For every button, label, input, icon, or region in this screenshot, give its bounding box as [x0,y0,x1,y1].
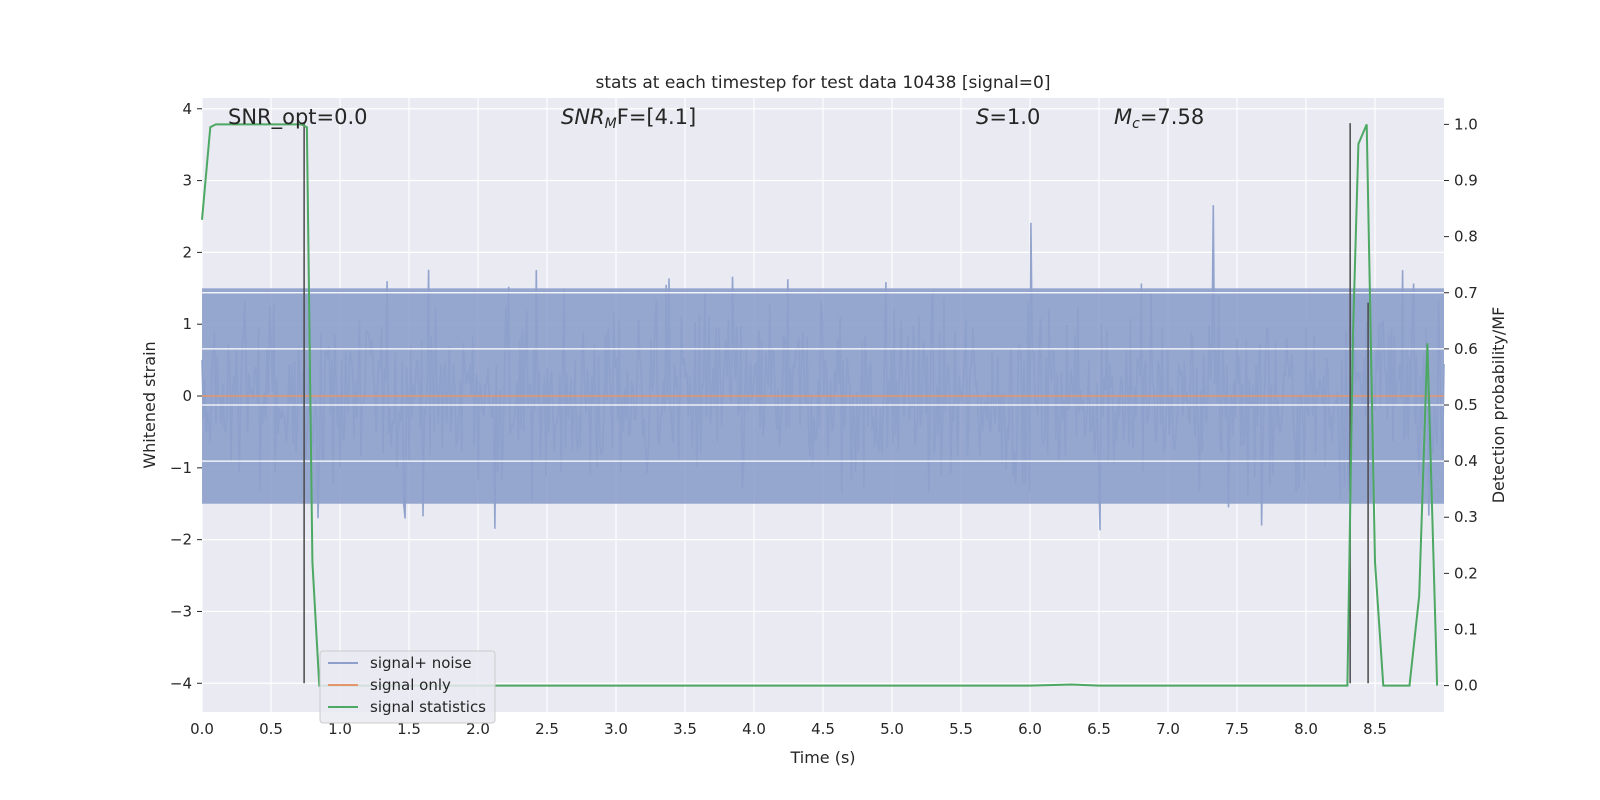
x-tick-label: 5.0 [880,720,904,738]
y-right-tick-label: 0.0 [1454,677,1478,695]
y-right-tick-label: 0.1 [1454,620,1478,638]
annotation-snr-mf-suffix: F=[4.1] [617,105,696,129]
y-right-tick-label: 0.4 [1454,452,1478,470]
x-tick-label: 6.5 [1087,720,1111,738]
x-axis-ticks: 0.0 0.5 1.0 1.5 2.0 2.5 3.0 3.5 4.0 4.5 5.0 5.5 6.0 6… [190,720,1387,738]
x-tick-label: 2.5 [535,720,559,738]
legend-label-signal-only: signal only [370,676,451,694]
y-right-tick-label: 0.5 [1454,396,1478,414]
y-axis-left-label: Whitened strain [140,341,159,468]
y-right-tick-label: 1.0 [1454,115,1478,133]
chart-title: stats at each timestep for test data 104… [596,73,1051,93]
legend-box [319,650,496,724]
x-tick-label: 4.5 [811,720,835,738]
x-tick-label: 8.0 [1294,720,1318,738]
x-tick-label: 3.0 [604,720,628,738]
y-left-tick-label: −4 [170,674,192,692]
y-axis-left-ticks: 4 3 2 1 0 −1 −2 −3 −4 [170,100,202,692]
y-right-tick-label: 0.9 [1454,172,1478,190]
x-tick-label: 1.0 [328,720,352,738]
legend: signal+ noise signal only signal statist… [319,650,496,724]
annotation-snr-mf: SNRMF=[4.1] [561,105,696,132]
y-left-tick-label: 4 [182,100,192,118]
annotation-s: S=1.0 [976,105,1040,129]
annotation-snr-opt: SNR_opt=0.0 [228,105,368,130]
legend-label-signal-statistics: signal statistics [370,698,486,716]
annotation-mc-suffix: =7.58 [1140,105,1204,129]
y-right-tick-label: 0.8 [1454,228,1478,246]
x-tick-label: 4.0 [742,720,766,738]
x-tick-label: 0.5 [259,720,283,738]
y-left-tick-label: 3 [182,172,192,190]
y-left-tick-label: −2 [170,531,192,549]
y-left-tick-label: 0 [182,387,192,405]
x-tick-label: 0.0 [190,720,214,738]
annotation-s-prefix: S [976,105,989,129]
annotation-snr-mf-prefix: SNR [561,105,605,129]
y-left-tick-label: −3 [170,602,192,620]
annotation-s-suffix: =1.0 [989,105,1040,129]
series-signal-statistics [201,123,1439,687]
y-right-tick-label: 0.7 [1454,284,1478,302]
legend-label-signal-noise: signal+ noise [370,654,472,672]
signal-noise-line [201,205,1445,531]
y-right-tick-label: 0.2 [1454,564,1478,582]
y-left-tick-label: 1 [182,315,192,333]
y-left-tick-label: 2 [182,243,192,261]
x-tick-label: 1.5 [397,720,421,738]
annotation-mc-prefix: M [1114,105,1132,129]
y-right-tick-label: 0.3 [1454,508,1478,526]
x-tick-label: 7.0 [1156,720,1180,738]
x-tick-label: 7.5 [1225,720,1249,738]
annotation-mc: Mc=7.58 [1114,105,1204,132]
x-tick-label: 5.5 [949,720,973,738]
y-left-tick-label: −1 [170,459,192,477]
vertical-markers [303,123,1369,684]
x-tick-label: 8.5 [1363,720,1387,738]
x-tick-label: 6.0 [1018,720,1042,738]
annotation-mc-sub: c [1132,116,1140,132]
x-axis-label: Time (s) [789,748,855,767]
x-tick-label: 2.0 [466,720,490,738]
y-axis-right-label: Detection probability/MF [1489,307,1508,504]
x-tick-label: 3.5 [673,720,697,738]
y-axis-right-ticks: 1.0 0.9 0.8 0.7 0.6 0.5 0.4 0.3 0.2 0.1 0.0 [1444,115,1478,695]
annotation-snr-mf-sub: M [605,116,617,132]
signal-statistics-line [201,123,1439,687]
horizontal-reference-lines [202,292,1444,462]
y-right-tick-label: 0.6 [1454,340,1478,358]
